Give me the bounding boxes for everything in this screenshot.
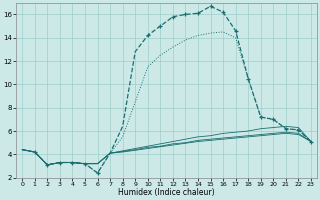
X-axis label: Humidex (Indice chaleur): Humidex (Indice chaleur) [118,188,215,197]
